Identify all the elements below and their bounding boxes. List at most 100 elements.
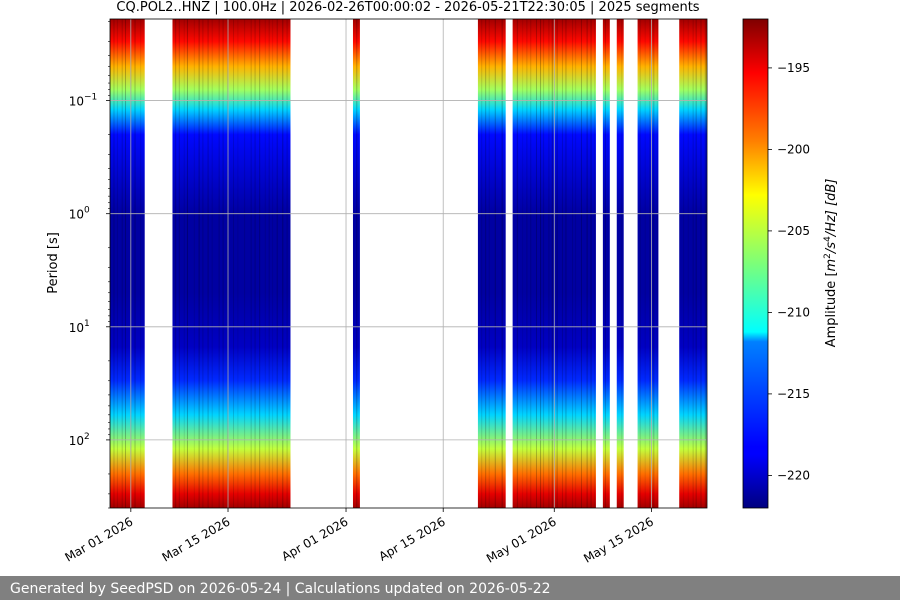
- colorbar-tick-label: −210: [777, 305, 810, 319]
- segment-stripe: [488, 19, 490, 508]
- x-tick-label: Apr 15 2026: [376, 514, 447, 563]
- segment-stripe: [695, 19, 697, 508]
- footer-text: Generated by SeedPSD on 2026-05-24 | Cal…: [10, 581, 551, 597]
- plot-frame: [109, 18, 708, 509]
- data-band: [616, 19, 624, 508]
- segment-stripe: [700, 19, 702, 508]
- data-band: [602, 19, 610, 508]
- segment-stripe: [222, 19, 224, 508]
- segment-stripe: [586, 19, 588, 508]
- segment-stripe: [501, 19, 503, 508]
- segment-stripe: [186, 19, 188, 508]
- segment-stripe: [254, 19, 256, 508]
- segment-stripe: [580, 19, 582, 508]
- y-tick-label: 10: [69, 434, 84, 448]
- segment-stripe: [526, 19, 528, 508]
- segment-stripe: [548, 19, 550, 508]
- segment-stripe: [639, 19, 641, 508]
- segment-stripe: [259, 19, 261, 508]
- data-band: [110, 19, 145, 508]
- segment-stripe: [175, 19, 177, 508]
- segment-stripe: [113, 19, 115, 508]
- segment-stripe: [551, 19, 553, 508]
- segment-stripe: [687, 19, 689, 508]
- segment-stripe: [653, 19, 655, 508]
- plot-area: Mar 01 2026 Mar 15 2026 Apr 01 2026 Apr 15 …: [62, 18, 708, 566]
- segment-stripe: [282, 19, 284, 508]
- colorbar-tick-label: −200: [777, 142, 810, 156]
- x-tick-label: Mar 15 2026: [160, 514, 233, 564]
- segment-stripe: [604, 19, 606, 508]
- segment-stripe: [649, 19, 651, 508]
- y-tick-base: 10: [69, 321, 84, 335]
- segment-stripe: [226, 19, 228, 508]
- segment-stripe: [134, 19, 136, 508]
- segment-stripe: [565, 19, 567, 508]
- y-axis-label: Period [s]: [46, 232, 61, 294]
- footer-bar: Generated by SeedPSD on 2026-05-24 | Cal…: [0, 576, 900, 600]
- y-tick-exponent: 2: [84, 432, 90, 442]
- segment-stripe: [193, 19, 195, 508]
- colorbar-label: Amplitude [m2/s4/Hz] [dB]: [823, 179, 839, 348]
- segment-stripe: [704, 19, 706, 508]
- segment-stripe: [232, 19, 234, 508]
- x-tick-label: May 01 2026: [484, 514, 559, 565]
- segment-stripe: [272, 19, 274, 508]
- segment-stripe: [522, 19, 524, 508]
- segment-stripe: [540, 19, 542, 508]
- colorbar-tick-label: −215: [777, 387, 810, 401]
- segment-stripe: [561, 19, 563, 508]
- segment-stripe: [590, 19, 592, 508]
- x-tick-label: May 15 2026: [581, 514, 656, 565]
- colorbar-tick-label: −195: [777, 61, 810, 75]
- segment-stripe: [530, 19, 532, 508]
- segment-stripe: [237, 19, 239, 508]
- grid-lines: [110, 19, 707, 508]
- y-tick-base: 10: [69, 434, 84, 448]
- segment-stripe: [594, 19, 596, 508]
- segment-stripe: [218, 19, 220, 508]
- y-tick-exponent: 1: [84, 319, 90, 329]
- data-band: [352, 19, 360, 508]
- colorbar-tick-label: −220: [777, 468, 810, 482]
- segment-stripe: [356, 19, 358, 508]
- segment-stripe: [516, 19, 518, 508]
- segment-stripe: [140, 19, 142, 508]
- segment-stripe: [535, 19, 537, 508]
- y-tick-exponent: −1: [84, 93, 97, 103]
- y-tick-label: 10: [69, 321, 84, 335]
- segment-stripe: [621, 19, 623, 508]
- segment-stripe: [183, 19, 185, 508]
- colorbar-gradient: [742, 18, 769, 509]
- segment-stripe: [481, 19, 483, 508]
- y-tick-exponent: 0: [84, 206, 90, 216]
- segment-stripe: [575, 19, 577, 508]
- segment-stripe: [485, 19, 487, 508]
- segment-stripe: [121, 19, 123, 508]
- y-tick-base: 10: [69, 208, 84, 222]
- x-tick-label: Mar 01 2026: [62, 514, 135, 564]
- y-tick-label: 10: [69, 208, 84, 222]
- segment-stripe: [692, 19, 694, 508]
- segment-stripe: [250, 19, 252, 508]
- segment-stripe: [556, 19, 558, 508]
- segment-stripe: [276, 19, 278, 508]
- y-tick-label: 10: [69, 95, 84, 109]
- segment-stripe: [572, 19, 574, 508]
- segment-stripe: [543, 19, 545, 508]
- x-tick-label: Apr 01 2026: [279, 514, 350, 563]
- segment-stripe: [494, 19, 496, 508]
- segment-stripe: [125, 19, 127, 508]
- segment-stripe: [207, 19, 209, 508]
- segment-stripe: [644, 19, 646, 508]
- colorbar-tick-label: −205: [777, 224, 810, 238]
- chart-title: CQ.POL2..HNZ | 100.0Hz | 2026-02-26T00:0…: [116, 0, 699, 15]
- segment-stripe: [178, 19, 180, 508]
- segment-stripe: [683, 19, 685, 508]
- colorbar: −195 −200 −205 −210 −215 −220 Amplitude [m2/s…: [742, 18, 839, 509]
- segment-stripe: [211, 19, 213, 508]
- segment-stripe: [656, 19, 658, 508]
- segment-stripe: [244, 19, 246, 508]
